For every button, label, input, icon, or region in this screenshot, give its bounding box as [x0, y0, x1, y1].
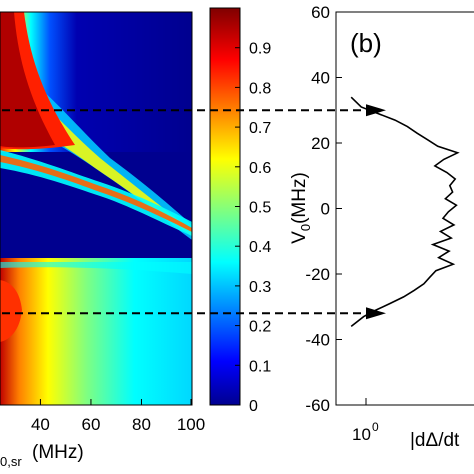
heatmap-x-ticks: 40 60 80 100 — [31, 399, 205, 434]
arrow-head-icon — [366, 307, 386, 320]
colorbar-ticks: 0 0.1 0.2 0.3 0.4 0.5 0.6 0.7 0.8 0.9 — [235, 41, 271, 415]
arrow-head-icon — [366, 104, 386, 117]
heatmap-image — [0, 12, 192, 405]
upper-darkred-wedge — [0, 12, 55, 148]
lower-region — [0, 258, 192, 405]
panel-b-y-tick-label: 0 — [321, 200, 330, 219]
panel-b-ylabel: V0(MHz) — [289, 172, 313, 244]
colorbar-tick-label: 0.9 — [249, 41, 271, 58]
colorbar-tick-label: 0.8 — [249, 80, 271, 97]
colorbar-tick-label: 0.3 — [249, 279, 271, 296]
crossing-core — [0, 155, 192, 232]
colorbar-tick-label: 0.7 — [249, 120, 271, 137]
panel-b-xlabel: |dΔ/dt — [410, 430, 460, 451]
panel-b-y-tick-label: 60 — [311, 3, 330, 22]
colorbar-tick-label: 0.4 — [249, 239, 271, 256]
colorbar-tick-label: 0.5 — [249, 200, 271, 217]
panel-b-y-tick-label: -40 — [305, 331, 330, 350]
panel-b-y-tick-label: -60 — [305, 396, 330, 415]
panel-b-label: (b) — [350, 28, 382, 58]
heatmap-x-tick-label: 40 — [31, 415, 50, 434]
lower-edge — [0, 262, 192, 274]
colorbar-tick-label: 0.1 — [249, 358, 271, 375]
svg-text:V0(MHz): V0(MHz) — [289, 172, 313, 244]
heatmap-xlabel-unit: (MHz) — [32, 442, 84, 463]
panel-b-y-tick-label: 40 — [311, 69, 330, 88]
panel-b-series-line — [350, 96, 460, 328]
lower-resonance-spot — [0, 280, 22, 342]
heatmap-x-tick-label: 60 — [81, 415, 100, 434]
colorbar-tick-label: 0 — [249, 398, 258, 415]
colorbar-tick-label: 0.2 — [249, 319, 271, 336]
heatmap-x-tick-label: 80 — [132, 415, 151, 434]
panel-b-y-ticks: 60 40 20 0 -20 -40 -60 — [305, 3, 342, 415]
resonance-arrows — [2, 104, 386, 320]
panel-b-y-tick-label: 20 — [311, 134, 330, 153]
heatmap-xlabel-sub: 0,sr — [0, 454, 22, 469]
panel-b-x-tick-exp: 0 — [372, 420, 379, 434]
colorbar-tick-label: 0.6 — [249, 160, 271, 177]
panel-b-x-tick-base: 10 — [352, 425, 371, 444]
heatmap-frame — [0, 11, 193, 406]
heatmap-x-tick-label: 100 — [177, 415, 205, 434]
panel-b-frame — [335, 11, 474, 406]
panel-b-y-tick-label: -20 — [305, 265, 330, 284]
